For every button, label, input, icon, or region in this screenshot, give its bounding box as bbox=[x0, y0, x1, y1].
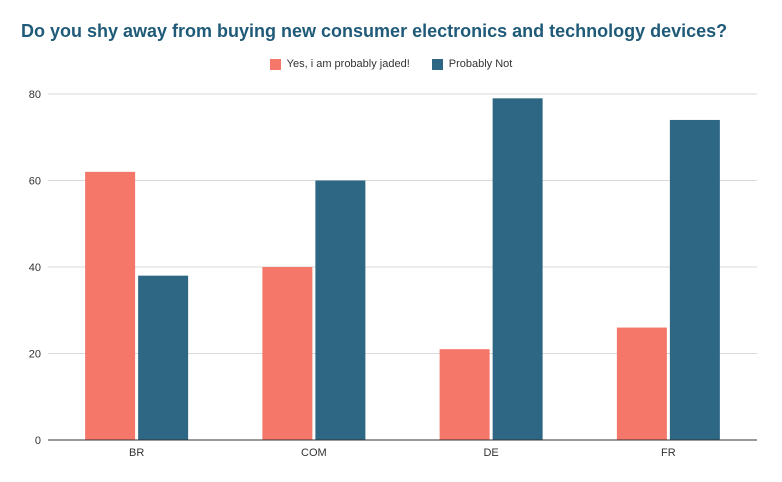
bar-jaded-fr bbox=[616, 327, 667, 440]
y-tick-label: 20 bbox=[29, 349, 41, 361]
bar-jaded-br bbox=[85, 171, 136, 440]
legend-item-jaded: Yes, i am probably jaded! bbox=[269, 58, 410, 70]
x-tick-label: BR bbox=[129, 447, 144, 459]
legend-swatch-probably-not bbox=[431, 58, 443, 70]
legend-swatch-jaded bbox=[269, 58, 281, 70]
bar-probably-not-com bbox=[315, 180, 366, 440]
y-tick-label: 40 bbox=[29, 262, 41, 274]
bar-jaded-de bbox=[439, 349, 490, 440]
legend: Yes, i am probably jaded! Probably Not bbox=[0, 58, 782, 70]
x-tick-label: COM bbox=[301, 447, 327, 459]
y-tick-label: 60 bbox=[29, 176, 41, 188]
bar-probably-not-fr bbox=[669, 119, 720, 440]
bar-probably-not-de bbox=[492, 98, 543, 440]
x-tick-label: DE bbox=[483, 447, 498, 459]
y-tick-label: 80 bbox=[29, 89, 41, 101]
bar-probably-not-br bbox=[138, 275, 189, 440]
legend-label-jaded: Yes, i am probably jaded! bbox=[286, 58, 410, 70]
x-tick-label: FR bbox=[661, 447, 676, 459]
bar-jaded-com bbox=[262, 267, 313, 440]
legend-label-probably-not: Probably Not bbox=[448, 58, 513, 70]
y-tick-label: 0 bbox=[35, 435, 41, 447]
chart-title: Do you shy away from buying new consumer… bbox=[21, 21, 728, 41]
legend-item-probably-not: Probably Not bbox=[431, 58, 513, 70]
